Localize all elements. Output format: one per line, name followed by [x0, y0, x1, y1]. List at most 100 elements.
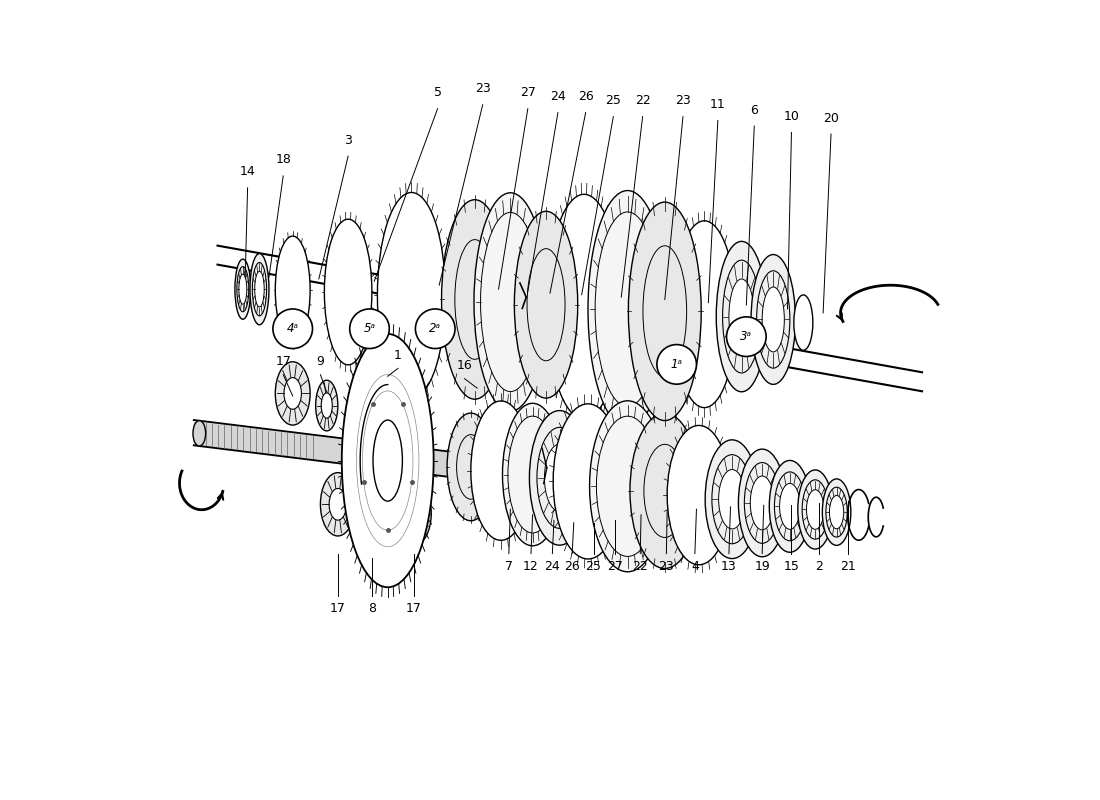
Circle shape [273, 309, 312, 349]
Ellipse shape [630, 414, 700, 569]
Text: 23: 23 [659, 560, 674, 573]
Ellipse shape [275, 236, 310, 344]
Ellipse shape [628, 202, 701, 421]
Ellipse shape [239, 274, 246, 304]
Ellipse shape [447, 413, 495, 521]
Ellipse shape [474, 193, 547, 411]
Text: 22: 22 [632, 560, 648, 573]
Ellipse shape [802, 480, 828, 539]
Text: 27: 27 [607, 560, 623, 573]
Ellipse shape [798, 470, 833, 549]
Ellipse shape [255, 271, 264, 307]
Ellipse shape [329, 489, 346, 520]
Ellipse shape [718, 470, 746, 529]
Ellipse shape [366, 497, 377, 520]
Text: 23: 23 [475, 82, 491, 95]
Ellipse shape [373, 420, 403, 501]
Ellipse shape [712, 454, 752, 544]
Text: 14: 14 [240, 166, 255, 178]
Text: 6: 6 [750, 103, 758, 117]
Text: 15: 15 [783, 560, 800, 573]
Ellipse shape [377, 193, 446, 398]
Text: 4: 4 [691, 560, 698, 573]
Ellipse shape [508, 416, 558, 533]
Ellipse shape [774, 472, 805, 541]
Text: 17: 17 [275, 355, 292, 368]
Text: 24: 24 [544, 560, 560, 573]
Ellipse shape [716, 242, 767, 392]
Ellipse shape [705, 440, 759, 558]
Text: 1: 1 [394, 349, 402, 362]
Text: 24: 24 [550, 90, 565, 103]
Text: 4ᵃ: 4ᵃ [287, 322, 299, 335]
Ellipse shape [275, 362, 310, 425]
Text: 1ᵃ: 1ᵃ [671, 358, 683, 371]
Ellipse shape [316, 380, 338, 431]
Text: 25: 25 [605, 94, 621, 107]
Text: 17: 17 [406, 602, 421, 615]
Text: 25: 25 [585, 560, 602, 573]
Text: 12: 12 [524, 560, 539, 573]
Ellipse shape [588, 190, 668, 428]
Text: 5: 5 [433, 86, 441, 99]
Ellipse shape [252, 262, 266, 316]
Ellipse shape [441, 200, 508, 399]
Ellipse shape [529, 410, 590, 545]
Ellipse shape [596, 416, 659, 557]
Ellipse shape [738, 449, 785, 557]
Ellipse shape [553, 404, 623, 559]
Ellipse shape [321, 393, 332, 418]
Ellipse shape [481, 213, 540, 391]
Ellipse shape [762, 287, 784, 352]
Ellipse shape [751, 254, 795, 384]
Ellipse shape [320, 473, 355, 536]
Ellipse shape [235, 259, 251, 319]
Text: 5ᵃ: 5ᵃ [363, 322, 375, 335]
Ellipse shape [729, 279, 755, 354]
Circle shape [416, 309, 455, 349]
Ellipse shape [595, 212, 660, 406]
Ellipse shape [503, 403, 563, 546]
Text: 11: 11 [710, 98, 726, 111]
Text: 18: 18 [275, 154, 292, 166]
Ellipse shape [342, 334, 433, 587]
Ellipse shape [515, 211, 578, 398]
Text: 16: 16 [456, 359, 472, 372]
Ellipse shape [544, 444, 574, 511]
Text: 8: 8 [367, 602, 376, 615]
Text: 2ᵃ: 2ᵃ [429, 322, 441, 335]
Text: 9: 9 [317, 355, 324, 368]
Ellipse shape [454, 240, 495, 359]
Text: 27: 27 [520, 86, 536, 99]
Ellipse shape [757, 270, 790, 368]
Ellipse shape [590, 401, 666, 572]
Ellipse shape [644, 444, 685, 538]
Text: 2: 2 [815, 560, 823, 573]
Ellipse shape [723, 260, 760, 373]
Ellipse shape [642, 246, 686, 377]
Circle shape [726, 317, 766, 357]
Text: 17: 17 [330, 602, 345, 615]
Text: 19: 19 [755, 560, 770, 573]
Ellipse shape [405, 498, 422, 530]
Circle shape [350, 309, 389, 349]
Ellipse shape [471, 401, 531, 540]
Text: 10: 10 [783, 110, 800, 123]
Text: 23: 23 [675, 94, 691, 107]
Text: 3: 3 [344, 134, 352, 146]
Text: 21: 21 [840, 560, 856, 573]
Ellipse shape [236, 266, 249, 312]
Text: 22: 22 [635, 94, 650, 107]
Text: 13: 13 [720, 560, 737, 573]
Ellipse shape [547, 194, 622, 419]
Ellipse shape [794, 295, 813, 350]
Text: 7: 7 [505, 560, 513, 573]
Ellipse shape [745, 462, 780, 543]
Ellipse shape [823, 479, 850, 546]
Ellipse shape [780, 483, 800, 530]
Ellipse shape [829, 495, 844, 529]
Ellipse shape [284, 378, 301, 410]
Ellipse shape [250, 254, 270, 325]
Ellipse shape [668, 426, 730, 565]
Ellipse shape [750, 476, 774, 530]
